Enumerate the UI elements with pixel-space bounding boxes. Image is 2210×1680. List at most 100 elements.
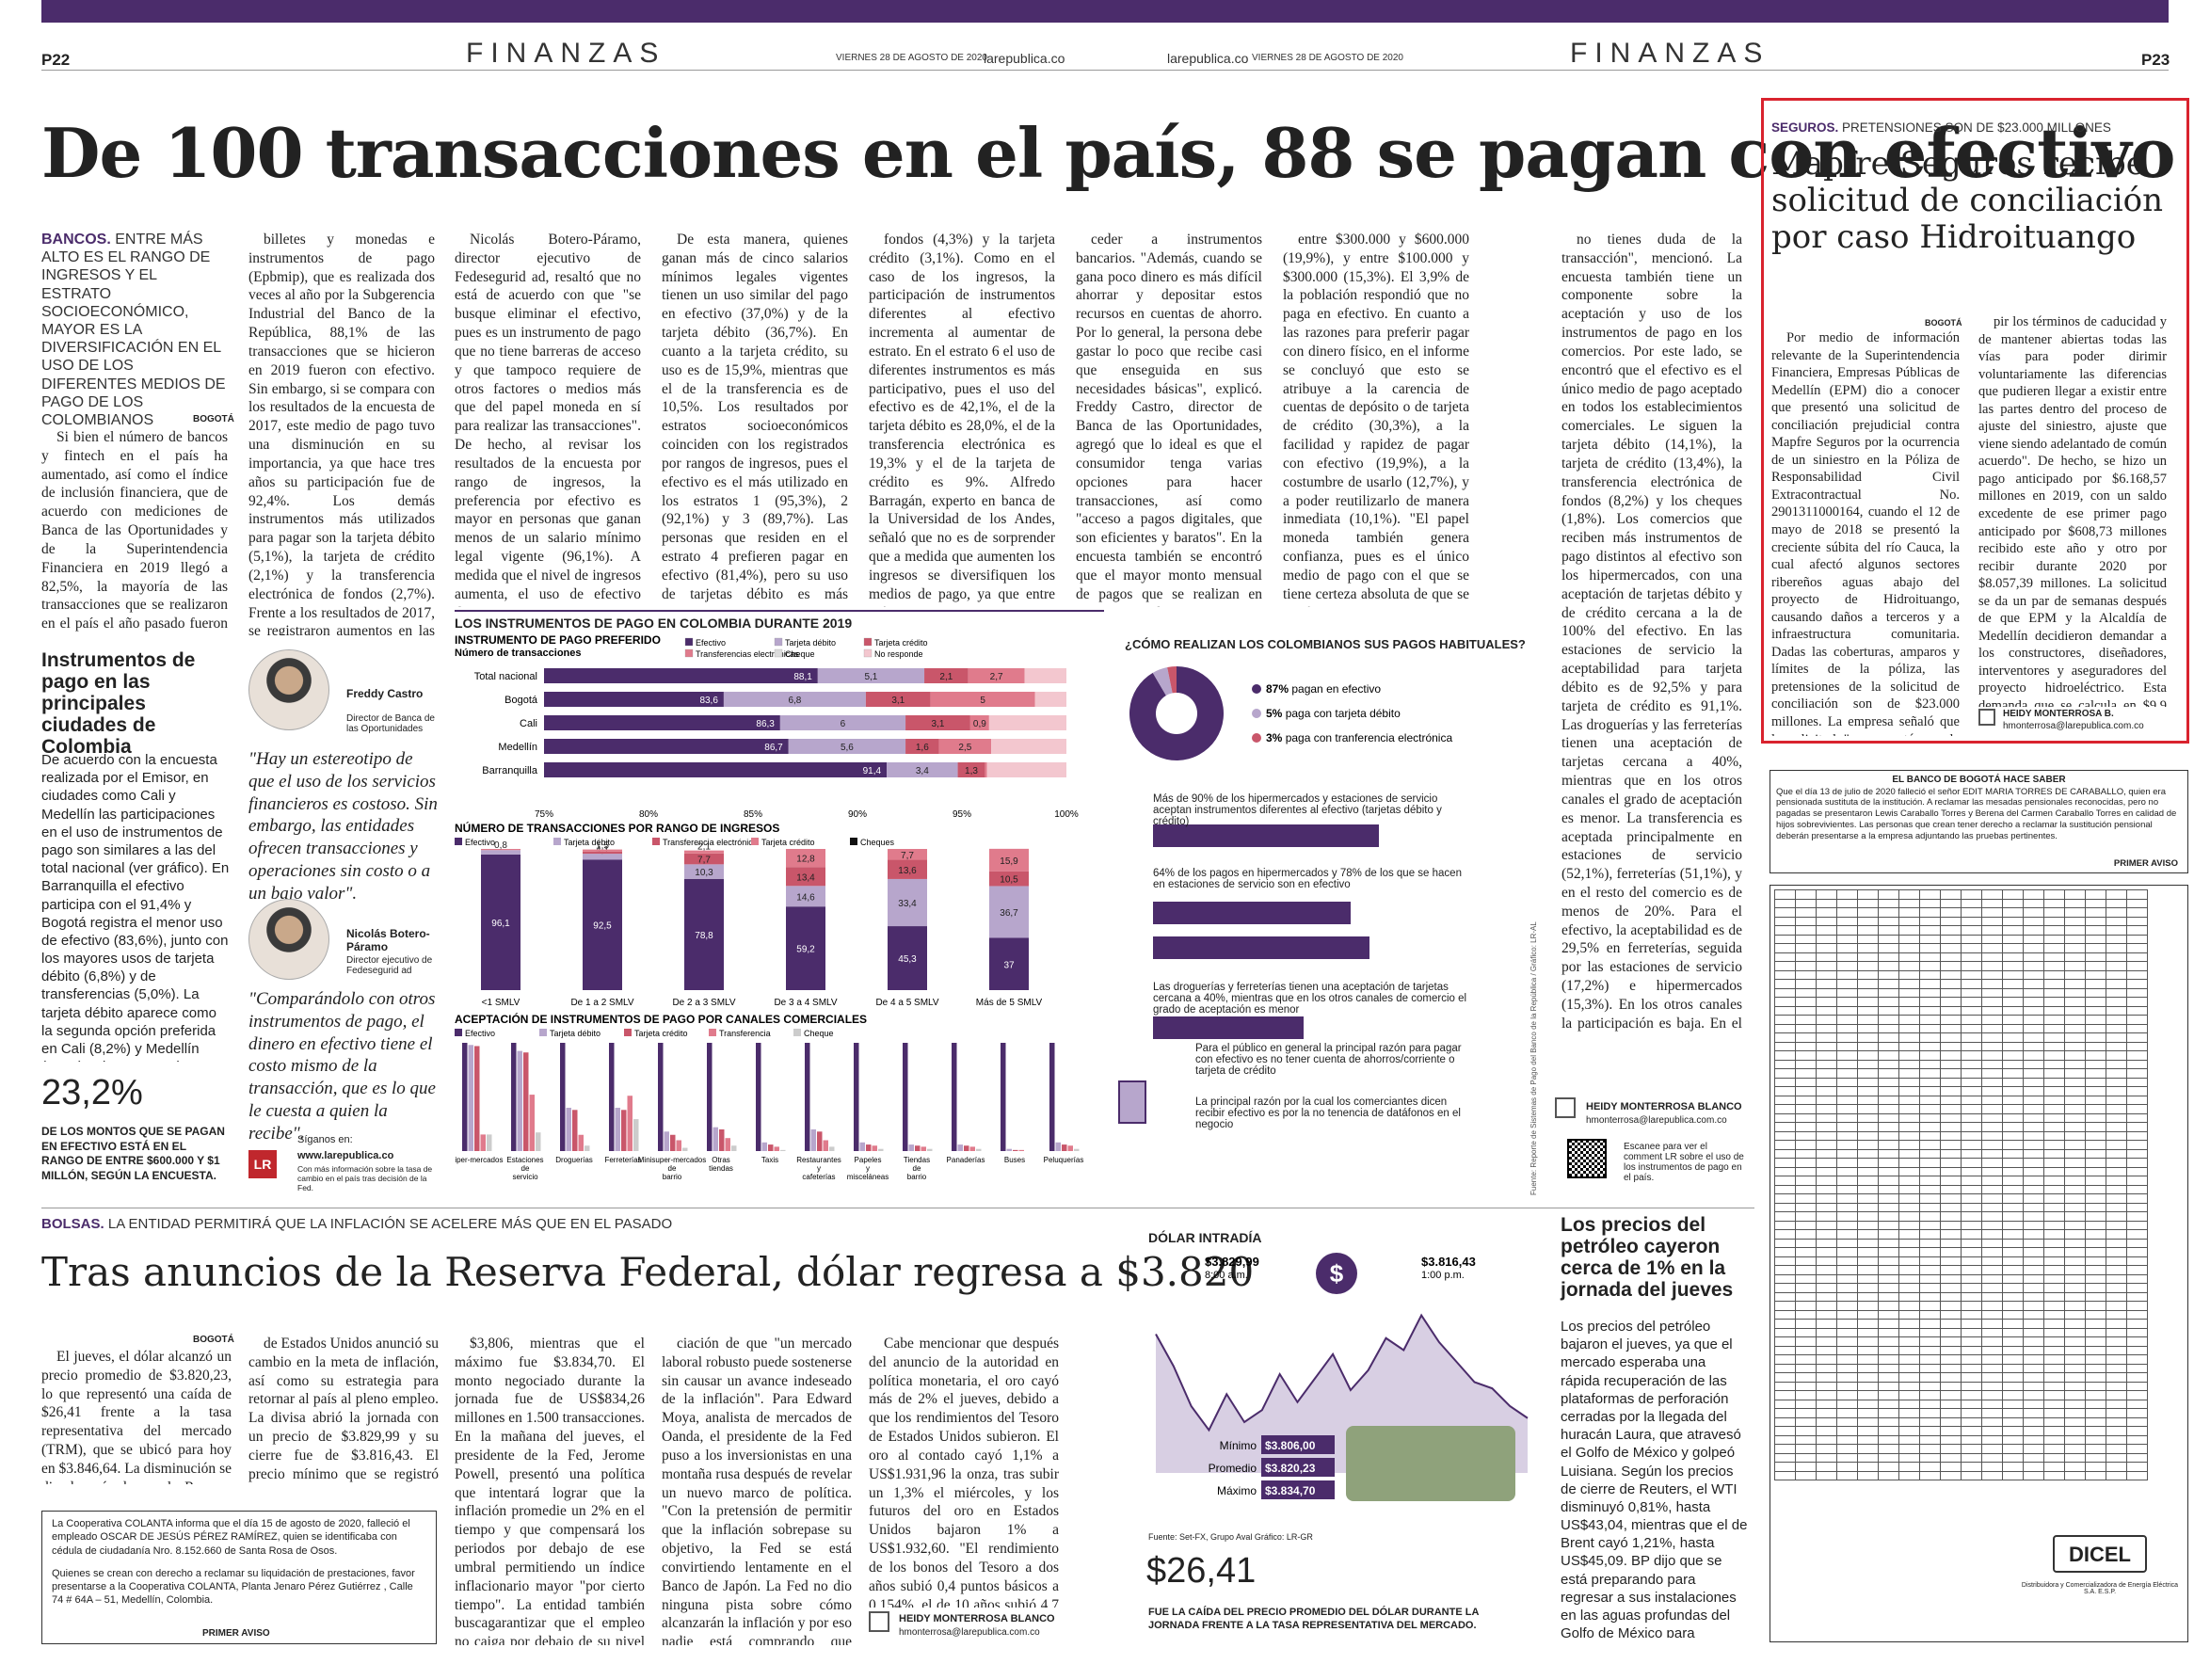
mapfre-email[interactable]: hmonterrosa@larepublica.com.co (2003, 721, 2144, 731)
table-cell (1774, 943, 1796, 953)
table-cell (2085, 961, 2106, 971)
table-cell (2002, 1301, 2024, 1311)
table-cell (1981, 1193, 2003, 1204)
table-cell (1961, 1059, 1982, 1069)
table-cell (1940, 925, 1962, 936)
x-category-label: De 3 a 4 SMLV (774, 998, 837, 1008)
table-cell (2023, 979, 2044, 989)
bar-data-label: 1,3 (965, 766, 978, 776)
stat-value: $3.806,00 (1265, 1439, 1316, 1452)
table-cell (1961, 1452, 1982, 1463)
table-cell (1898, 1158, 1920, 1168)
grouped-bar (829, 1146, 835, 1151)
table-cell (1961, 1130, 1982, 1141)
grouped-bar (915, 1145, 921, 1151)
stack-data-label: 96,1 (491, 919, 510, 929)
fact-2: 64% de los pagos en hipermercados y 78% … (1153, 868, 1462, 890)
table-cell (2002, 925, 2024, 936)
table-cell (2106, 1032, 2127, 1043)
table-cell (1919, 889, 1941, 900)
table-cell (2002, 1095, 2024, 1105)
x-category-label: Otras (712, 1156, 730, 1164)
dollar-sign-icon: $ (1330, 1259, 1344, 1288)
stack-segment (786, 849, 825, 868)
table-cell (1836, 961, 1858, 971)
table-cell (1857, 1291, 1879, 1302)
follow-url[interactable]: www.larepublica.co (297, 1150, 394, 1161)
x-tick-label: 80% (639, 809, 658, 820)
table-cell (1919, 1166, 1941, 1176)
table-cell (2126, 1211, 2148, 1222)
table-cell (2023, 1140, 2044, 1150)
table-cell (1795, 1158, 1817, 1168)
table-cell (2043, 961, 2065, 971)
table-cell (2126, 1238, 2148, 1248)
table-cell (2106, 1140, 2127, 1150)
table-cell (1857, 1283, 1879, 1293)
table-cell (1919, 943, 1941, 953)
table-cell (2002, 1184, 2024, 1194)
table-cell (1795, 1005, 1817, 1016)
table-cell (1816, 1319, 1837, 1329)
table-cell (1961, 1416, 1982, 1427)
qr-code-icon[interactable] (1567, 1139, 1607, 1178)
x-category-label: misceláneas (847, 1173, 889, 1181)
table-cell (2064, 1381, 2086, 1391)
dollar-chart-source: Fuente: Set-FX, Grupo Aval Gráfico: LR-G… (1148, 1532, 1313, 1542)
table-cell (2023, 1211, 2044, 1222)
table-cell (1857, 1408, 1879, 1418)
table-cell (2043, 1399, 2065, 1409)
table-cell (1857, 1256, 1879, 1266)
table-cell (2085, 925, 2106, 936)
table-cell (1795, 1345, 1817, 1355)
table-cell (2043, 969, 2065, 980)
table-cell (1919, 1247, 1941, 1257)
table-cell (1878, 1184, 1899, 1194)
table-cell (2023, 1015, 2044, 1025)
table-cell (1961, 925, 1982, 936)
bar-category-label: Barranquilla (482, 765, 538, 776)
grouped-bar (517, 1050, 522, 1151)
legend-swatch (850, 838, 857, 845)
table-cell (1961, 1184, 1982, 1194)
table-cell (1878, 1265, 1899, 1275)
table-cell (2085, 1104, 2106, 1114)
x-category-label: y (817, 1164, 821, 1173)
table-cell (2064, 1319, 2086, 1329)
table-cell (1919, 1023, 1941, 1033)
table-cell (2126, 916, 2148, 926)
table-cell (2043, 1166, 2065, 1176)
dollar-email[interactable]: hmonterrosa@larepublica.com.co (899, 1627, 1040, 1638)
table-cell (1961, 1015, 1982, 1025)
dollar-stat: $26,41 (1146, 1551, 1257, 1591)
table-cell (1878, 1319, 1899, 1329)
table-cell (2043, 1077, 2065, 1087)
table-cell (2064, 979, 2086, 989)
table-cell (1981, 1345, 2003, 1355)
table-cell (2106, 889, 2127, 900)
table-cell (2043, 1229, 2065, 1240)
table-cell (2085, 1247, 2106, 1257)
table-cell (1795, 961, 1817, 971)
table-row (1774, 1416, 2148, 1427)
grouped-bar (780, 1149, 786, 1151)
qr-text: Escanee para ver el comment LR sobre el … (1624, 1142, 1744, 1183)
table-cell (2085, 1319, 2106, 1329)
table-cell (1940, 1059, 1962, 1069)
table-cell (1919, 1256, 1941, 1266)
table-cell (1836, 969, 1858, 980)
table-cell (1940, 1470, 1962, 1480)
table-cell (1857, 1336, 1879, 1347)
grouped-bar (805, 1043, 810, 1151)
bar-data-label: 3,4 (916, 766, 929, 776)
x-category-label: Papeles (855, 1156, 882, 1164)
main-email[interactable]: hmonterrosa@larepublica.com.co (1586, 1115, 1727, 1126)
stack-data-label: 1,5 (596, 841, 609, 852)
table-cell (1981, 1015, 2003, 1025)
table-cell (1919, 1319, 1941, 1329)
table-cell (1795, 1291, 1817, 1302)
table-cell (1878, 1104, 1899, 1114)
article-col-6: ceder a instrumentos bancarios. "Además,… (1076, 232, 1262, 607)
table-cell (1898, 979, 1920, 989)
